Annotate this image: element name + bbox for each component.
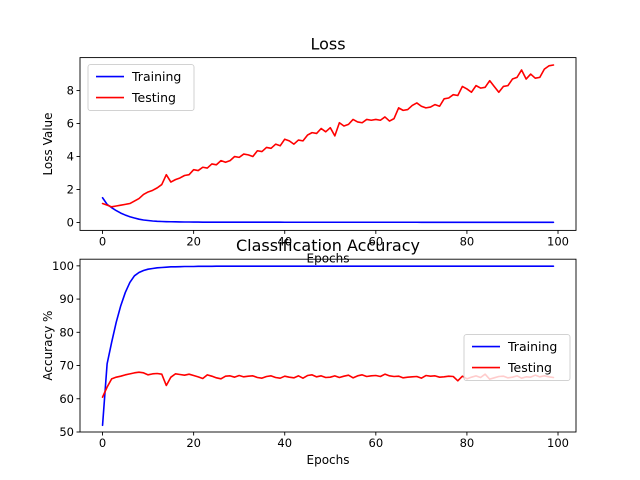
chart-2-y-axis-label: Accuracy % (41, 311, 55, 381)
chart-1-series-training-line (101, 196, 555, 224)
chart-1-y-tick-label: 4 (67, 150, 74, 164)
chart-2-y-tick-label: 50 (59, 425, 74, 439)
chart-1-legend-label-testing: Testing (131, 90, 176, 105)
chart-2-y-tick-label: 100 (52, 259, 74, 273)
chart-1-x-axis-label: Epochs (307, 251, 350, 265)
chart-2-y-tick-label: 60 (59, 392, 74, 406)
chart-1-x-tick-label: 80 (460, 234, 475, 248)
chart-2-x-tick-label: 100 (547, 436, 569, 450)
chart-2-y-tick-label: 70 (59, 359, 74, 373)
chart-2-x-tick-label: 80 (460, 436, 475, 450)
chart-2-y-tick-label: 90 (59, 292, 74, 306)
chart-2-axes-frame (79, 258, 577, 433)
chart-2-series-training-line (101, 265, 555, 427)
chart-1-axes-frame (79, 57, 577, 231)
chart-1-y-tick-label: 2 (67, 183, 74, 197)
chart-1-x-tick-label: 60 (369, 234, 384, 248)
chart-2: 0 20 40 60 80 100 50 60 70 80 90 100 Epochs Accuracy … (41, 236, 577, 467)
chart-2-legend-label-training: Training (507, 339, 557, 354)
chart-1-y-axis-label: Loss Value (41, 112, 55, 175)
chart-2-x-axis-label: Epochs (307, 453, 350, 467)
chart-2-x-tick-label: 40 (277, 436, 292, 450)
chart-1-title: Loss (310, 35, 345, 54)
chart-2-y-tick-label: 80 (59, 325, 74, 339)
chart-1: 0 20 40 60 80 100 0 2 4 6 8 Epochs Loss Value Loss Tra… (41, 35, 577, 265)
chart-2-legend: Training Testing (463, 334, 571, 382)
chart-1-y-tick-label: 8 (67, 84, 74, 98)
chart-2-title: Classification Accuracy (236, 236, 420, 255)
chart-1-y-tick-label: 6 (67, 117, 74, 131)
chart-1-x-tick-label: 0 (99, 234, 106, 248)
chart-1-y-tick-label: 0 (67, 215, 74, 229)
chart-1-x-tick-label: 40 (277, 234, 292, 248)
chart-1-legend: Training Testing (87, 64, 195, 112)
chart-1-legend-label-training: Training (131, 69, 181, 84)
chart-2-x-tick-label: 60 (369, 436, 384, 450)
chart-1-x-tick-label: 20 (186, 234, 201, 248)
chart-2-x-tick-label: 20 (186, 436, 201, 450)
chart-1-x-tick-label: 100 (547, 234, 569, 248)
chart-1-series-testing-line (101, 64, 555, 208)
chart-2-x-tick-label: 0 (99, 436, 106, 450)
chart-2-legend-label-testing: Testing (507, 360, 552, 375)
